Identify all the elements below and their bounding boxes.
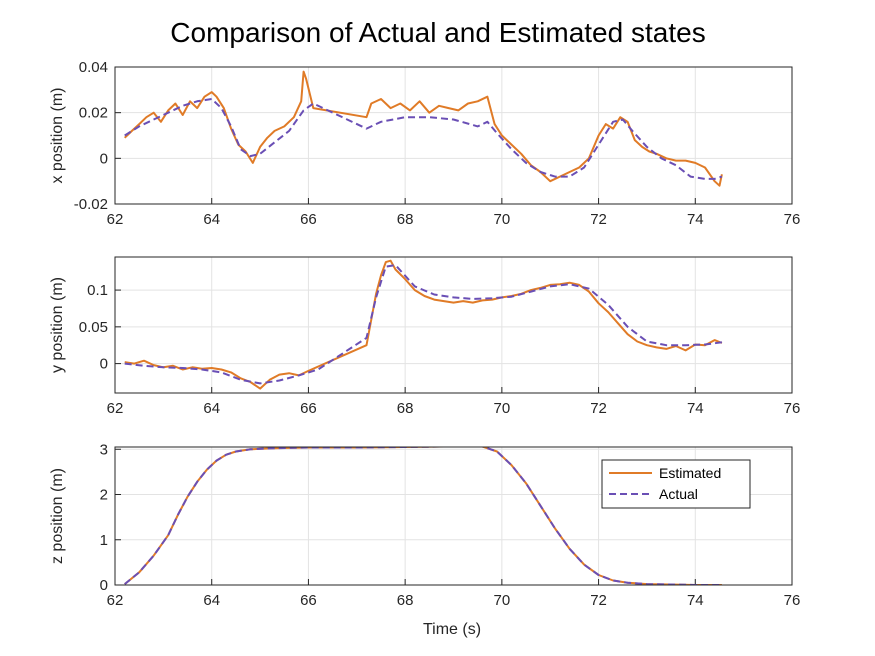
x-tick-label: 72 xyxy=(590,211,607,228)
y-tick-label: -0.02 xyxy=(74,196,108,213)
legend: Estimated Actual xyxy=(601,459,751,509)
x-tick-label: 64 xyxy=(203,592,220,609)
x-tick-label: 72 xyxy=(590,400,607,417)
x-tick-label: 70 xyxy=(494,211,511,228)
x-tick-label: 74 xyxy=(687,211,704,228)
x-tick-label: 76 xyxy=(784,211,801,228)
x-tick-label: 74 xyxy=(687,592,704,609)
x-tick-label: 76 xyxy=(784,400,801,417)
subplot-2: 62 64 66 68 70 72 74 76 0 0.05 0.1 y position (m) xyxy=(49,256,801,417)
x-tick-label: 70 xyxy=(494,400,511,417)
y-tick-label: 3 xyxy=(100,441,108,458)
axes-box xyxy=(114,66,793,205)
x-tick-label: 76 xyxy=(784,592,801,609)
x-tick-label: 68 xyxy=(397,211,414,228)
chart-title: Comparison of Actual and Estimated state… xyxy=(170,17,705,48)
x-tick-label: 62 xyxy=(107,211,124,228)
y-tick-label: 0.04 xyxy=(79,59,108,76)
legend-label-estimated: Estimated xyxy=(659,465,721,481)
x-tick-label: 62 xyxy=(107,400,124,417)
y-tick-label: 0 xyxy=(100,356,108,373)
series-line-actual xyxy=(124,98,723,180)
x-tick-label: 74 xyxy=(687,400,704,417)
series-line-actual xyxy=(124,264,723,385)
y-tick-label: 0.02 xyxy=(79,105,108,122)
axes-box xyxy=(114,446,793,586)
legend-label-actual: Actual xyxy=(659,486,698,502)
y-axis-label: x position (m) xyxy=(49,87,66,183)
y-tick-label: 1 xyxy=(100,532,108,549)
subplot-1: 62 64 66 68 70 72 74 76 -0.02 0 0.02 0.04 x position… xyxy=(49,59,800,228)
y-tick-label: 0 xyxy=(100,150,108,167)
x-tick-label: 62 xyxy=(107,592,124,609)
axes-box xyxy=(114,256,793,394)
x-tick-label: 68 xyxy=(397,400,414,417)
x-tick-label: 68 xyxy=(397,592,414,609)
x-axis-label: Time (s) xyxy=(423,621,481,638)
plot-area xyxy=(115,67,792,204)
x-tick-label: 64 xyxy=(203,400,220,417)
series-line-estimated xyxy=(124,259,723,390)
x-tick-label: 72 xyxy=(590,592,607,609)
y-tick-label: 0.05 xyxy=(79,319,108,336)
y-axis-label: z position (m) xyxy=(49,468,66,564)
x-tick-label: 66 xyxy=(300,592,317,609)
y-tick-label: 2 xyxy=(100,487,108,504)
x-tick-label: 66 xyxy=(300,400,317,417)
y-tick-label: 0.1 xyxy=(87,282,108,299)
y-axis-label: y position (m) xyxy=(49,277,66,373)
plot-area xyxy=(115,257,792,393)
legend-box xyxy=(601,459,751,509)
series-line-actual xyxy=(124,447,722,585)
x-tick-label: 70 xyxy=(494,592,511,609)
x-tick-label: 64 xyxy=(203,211,220,228)
y-tick-label: 0 xyxy=(100,577,108,594)
x-tick-label: 66 xyxy=(300,211,317,228)
